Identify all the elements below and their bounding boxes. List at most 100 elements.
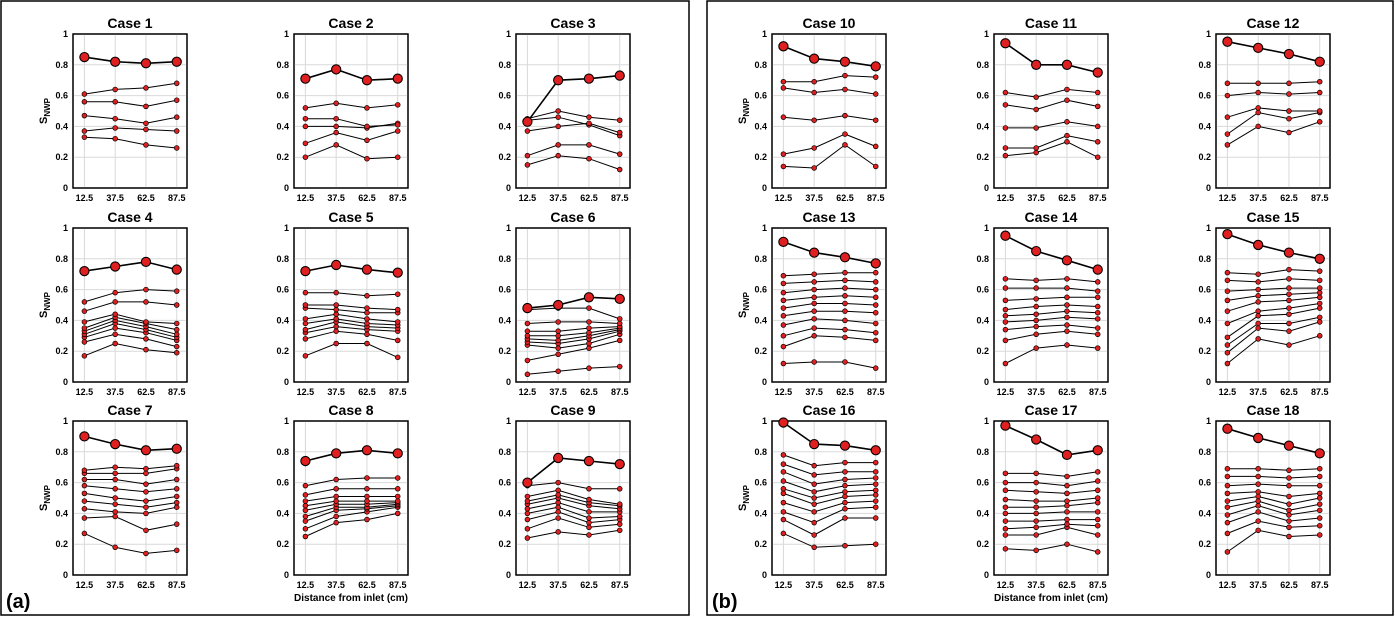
data-point-s7 <box>1316 300 1323 307</box>
series-line-s8 <box>305 326 398 334</box>
y-axis-label: SNWP <box>737 97 751 124</box>
data-point-s5 <box>364 137 370 144</box>
data-point-s7 <box>1255 308 1261 314</box>
subplot-case-16: 0 0.2 0.4 0.6 0.8 1 12.5 37.5 62.5 87.5 Case 16 SNW… <box>737 402 887 590</box>
data-point-s3 <box>302 115 309 122</box>
data-point-s10 <box>1094 345 1101 351</box>
data-point-s6 <box>872 163 879 170</box>
data-point-s7 <box>872 492 879 498</box>
series-line-s4 <box>1005 296 1098 301</box>
data-point-s6 <box>1255 299 1261 305</box>
y-tick-label: 0.2 <box>976 346 989 356</box>
series-line-top <box>783 241 876 265</box>
data-point-s6 <box>333 316 339 322</box>
data-point-s2 <box>1316 78 1323 85</box>
data-point-s2 <box>1064 276 1070 282</box>
data-point-s6 <box>1316 119 1323 125</box>
data-point-s5 <box>143 126 149 133</box>
series-line-top <box>1227 427 1320 455</box>
data-point-s2 <box>394 475 401 481</box>
data-point-s3 <box>1286 475 1292 481</box>
data-point-s10 <box>555 529 561 535</box>
data-point-s4 <box>1224 288 1231 294</box>
series-line-s2 <box>305 102 398 109</box>
panel-b-label: (b) <box>712 591 738 613</box>
data-point-s7 <box>872 309 879 316</box>
data-point-s6 <box>586 509 592 515</box>
subplot-case-2: 0 0.2 0.4 0.6 0.8 1 12.5 37.5 62.5 87.5 Case 2 <box>276 15 409 203</box>
data-point-s7 <box>1033 510 1039 517</box>
y-tick-label: 0.2 <box>498 346 511 356</box>
data-point-s3 <box>302 492 309 498</box>
series-line-s5 <box>305 313 398 323</box>
data-point-s4 <box>1064 119 1070 125</box>
y-tick-label: 0.6 <box>1198 478 1211 488</box>
data-point-s5 <box>555 142 561 148</box>
data-point-s9 <box>1286 518 1292 524</box>
x-tick-label: 87.5 <box>611 580 629 590</box>
data-point-s6 <box>302 507 309 514</box>
data-point-s9 <box>1002 526 1009 532</box>
data-point-s10 <box>524 371 531 378</box>
x-tick-label: 37.5 <box>327 580 345 590</box>
data-point-s5 <box>364 316 370 322</box>
plot-border <box>72 420 188 576</box>
x-tick-label: 37.5 <box>549 387 567 397</box>
data-point-s9 <box>1064 521 1070 527</box>
data-point-s4 <box>586 325 592 331</box>
y-tick-label: 0.6 <box>276 478 289 488</box>
data-point-s2 <box>842 459 848 466</box>
series-line-s3 <box>305 304 398 311</box>
series-line-s6 <box>1005 310 1098 317</box>
data-point-s3 <box>1316 89 1323 96</box>
series-line-s8 <box>1227 307 1320 338</box>
series-line-s6 <box>84 492 177 502</box>
data-point-s6 <box>524 162 531 168</box>
y-tick-label: 0.8 <box>1198 447 1211 457</box>
series-line-s6 <box>783 144 876 169</box>
subplot-case-8: 0 0.2 0.4 0.6 0.8 1 12.5 37.5 62.5 87.5 Case 8 Dist… <box>276 402 409 604</box>
subplot-case-15: 0 0.2 0.4 0.6 0.8 1 12.5 37.5 62.5 87.5 Case 15 <box>1198 209 1331 397</box>
data-point-s8 <box>872 320 879 327</box>
data-point-s8 <box>1286 311 1292 317</box>
data-point-s5 <box>1002 145 1009 151</box>
y-tick-label: 1 <box>284 416 289 426</box>
series-line-top <box>1005 424 1098 456</box>
data-point-s5 <box>173 486 180 492</box>
x-tick-label: 87.5 <box>867 580 885 590</box>
plot-area <box>771 33 887 189</box>
subplot-title: Case 3 <box>550 15 595 31</box>
data-point-s7 <box>842 308 848 314</box>
series-line-s2 <box>1227 269 1320 275</box>
data-point-s10 <box>842 515 848 521</box>
y-tick-label: 0.8 <box>55 447 68 457</box>
x-tick-label: 37.5 <box>805 387 823 397</box>
data-point-s4 <box>1064 294 1070 301</box>
data-point-s6 <box>333 142 339 148</box>
data-point-s2 <box>780 272 787 279</box>
data-point-s7 <box>1094 316 1101 322</box>
data-point-s9 <box>81 515 88 521</box>
data-point-s4 <box>842 476 848 483</box>
data-point-s8 <box>872 498 879 504</box>
subplot-title: Case 2 <box>328 15 373 31</box>
data-point-s4 <box>1224 482 1231 489</box>
data-point-s7 <box>1316 501 1323 507</box>
data-point-s10 <box>1094 532 1101 538</box>
y-tick-label: 0.6 <box>498 91 511 101</box>
data-point-s10 <box>872 337 879 344</box>
data-point-s6 <box>616 166 623 173</box>
data-point-s5 <box>394 319 401 325</box>
data-point-s5 <box>302 502 309 509</box>
data-point-s6 <box>1064 139 1070 145</box>
subplot-case-12: 0 0.2 0.4 0.6 0.8 1 12.5 37.5 62.5 87.5 Case 12 <box>1198 15 1331 203</box>
series-line-s3 <box>1227 278 1320 283</box>
y-tick-label: 0.2 <box>55 346 68 356</box>
series-line-s5 <box>1227 292 1320 301</box>
subplot-title: Case 16 <box>803 402 856 418</box>
data-point-top <box>870 258 881 269</box>
data-point-s6 <box>1094 309 1101 316</box>
data-point-s11 <box>1255 527 1261 534</box>
plot-border <box>993 420 1109 576</box>
data-point-s8 <box>555 509 561 515</box>
